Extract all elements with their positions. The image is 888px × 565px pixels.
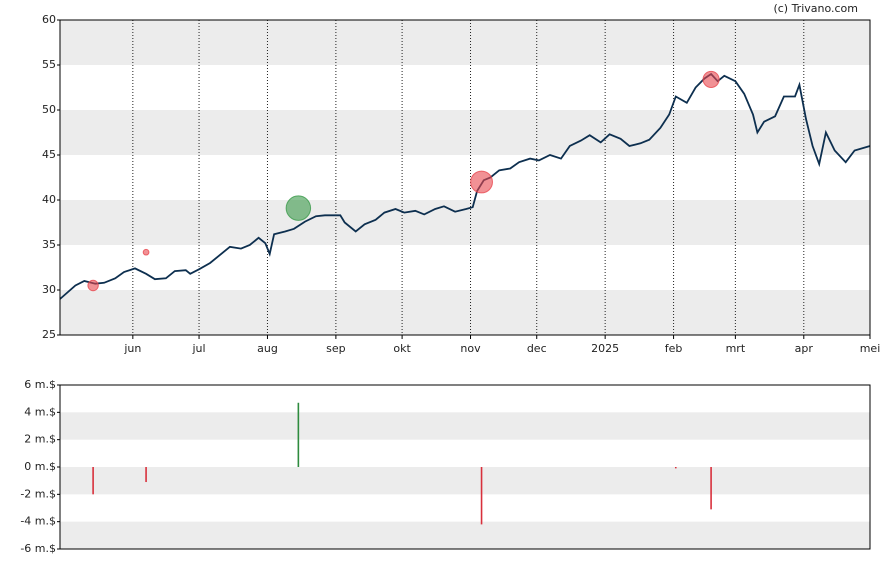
x-tick-label: nov bbox=[460, 342, 481, 355]
x-tick-label: 2025 bbox=[591, 342, 619, 355]
y-tick-label: 6 m.$ bbox=[24, 378, 56, 391]
x-tick-label: feb bbox=[665, 342, 683, 355]
trade-bubble bbox=[142, 248, 150, 256]
plot-frame bbox=[59, 19, 871, 336]
x-tick-label: mei bbox=[860, 342, 881, 355]
band bbox=[60, 20, 870, 65]
y-tick-label: 40 bbox=[42, 193, 56, 206]
x-tick-label: aug bbox=[257, 342, 278, 355]
y-tick-label: -4 m.$ bbox=[20, 515, 56, 528]
x-tick-label: mrt bbox=[726, 342, 746, 355]
band bbox=[60, 200, 870, 245]
band bbox=[60, 290, 870, 335]
plot-frame bbox=[59, 384, 871, 550]
band bbox=[60, 467, 870, 495]
y-tick-label: 0 m.$ bbox=[24, 460, 56, 473]
source-credit: (c) Trivano.com bbox=[773, 2, 858, 15]
y-tick-label: 55 bbox=[42, 58, 56, 71]
band bbox=[60, 521, 870, 549]
trade-bubble bbox=[470, 170, 493, 194]
trade-bubble bbox=[702, 70, 720, 88]
y-tick-label: -2 m.$ bbox=[20, 487, 56, 500]
band bbox=[60, 110, 870, 155]
y-tick-label: 45 bbox=[42, 148, 56, 161]
trade-bubble bbox=[87, 279, 99, 292]
y-tick-label: 60 bbox=[42, 13, 56, 26]
x-tick-label: sep bbox=[326, 342, 345, 355]
x-tick-label: jun bbox=[123, 342, 141, 355]
y-tick-label: 25 bbox=[42, 328, 56, 341]
trade-bubble bbox=[285, 195, 312, 221]
x-tick-label: jul bbox=[191, 342, 205, 355]
band bbox=[60, 412, 870, 440]
y-tick-label: 2 m.$ bbox=[24, 433, 56, 446]
y-tick-label: 4 m.$ bbox=[24, 405, 56, 418]
y-tick-label: -6 m.$ bbox=[20, 542, 56, 555]
x-tick-label: apr bbox=[795, 342, 814, 355]
x-tick-label: okt bbox=[393, 342, 411, 355]
price-line bbox=[59, 72, 871, 300]
y-tick-label: 35 bbox=[42, 238, 56, 251]
y-tick-label: 30 bbox=[42, 283, 56, 296]
x-tick-label: dec bbox=[527, 342, 547, 355]
y-tick-label: 50 bbox=[42, 103, 56, 116]
